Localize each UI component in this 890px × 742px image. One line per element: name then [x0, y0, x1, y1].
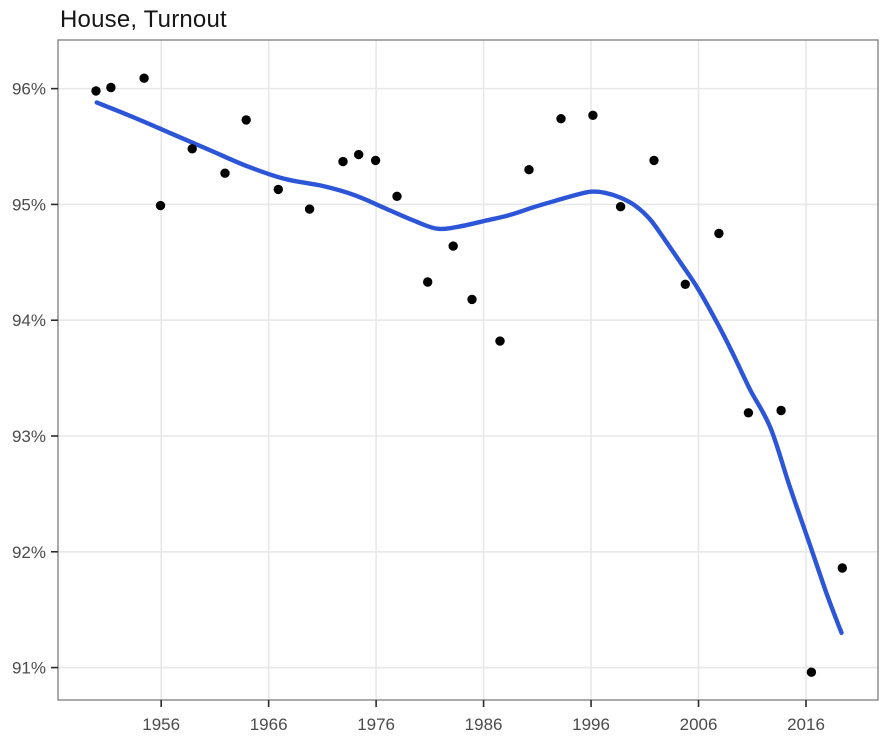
data-point — [743, 408, 754, 418]
data-point — [467, 294, 477, 305]
y-tick-label: 94% — [12, 311, 46, 330]
x-tick-label: 2016 — [787, 715, 825, 734]
x-tick-label: 2006 — [680, 715, 718, 734]
data-point — [220, 168, 230, 178]
y-tick-label: 96% — [12, 80, 46, 99]
y-tick-label: 95% — [12, 195, 46, 214]
panel-border — [57, 39, 879, 701]
data-point — [714, 228, 724, 239]
data-point — [556, 114, 566, 124]
x-tick-label: 1976 — [357, 715, 395, 734]
data-point — [588, 110, 598, 121]
y-tick-label: 93% — [12, 427, 46, 446]
data-point — [680, 279, 690, 289]
x-axis: 1956 1966 1976 1986 1996 2006 2016 — [142, 700, 825, 734]
data-point — [615, 202, 626, 212]
data-point — [837, 563, 847, 573]
data-point — [524, 165, 534, 175]
data-point — [187, 144, 197, 154]
data-point — [495, 336, 505, 346]
data-point — [776, 405, 786, 416]
data-point — [448, 241, 458, 251]
y-tick-label: 91% — [12, 659, 46, 678]
chart-title: House, Turnout — [60, 6, 227, 33]
gridlines — [58, 40, 878, 700]
data-point — [304, 204, 315, 214]
data-point — [649, 155, 659, 166]
data-point — [155, 200, 166, 211]
x-tick-label: 1966 — [250, 715, 288, 734]
data-point — [139, 73, 149, 83]
data-point — [91, 86, 101, 96]
x-tick-label: 1956 — [142, 715, 180, 734]
data-point — [423, 277, 433, 287]
data-points — [91, 73, 847, 677]
data-point — [392, 191, 402, 201]
data-point — [241, 115, 251, 125]
data-point — [338, 156, 348, 167]
data-point — [370, 155, 381, 166]
data-point — [273, 184, 283, 195]
data-point — [806, 667, 817, 677]
data-point — [354, 149, 364, 160]
y-axis: 96% 95% 94% 93% 92% 91% — [12, 80, 58, 678]
y-tick-label: 92% — [12, 543, 46, 562]
data-point — [106, 82, 116, 93]
x-tick-label: 1996 — [572, 715, 610, 734]
trend-line — [94, 100, 844, 635]
x-tick-label: 1986 — [465, 715, 503, 734]
